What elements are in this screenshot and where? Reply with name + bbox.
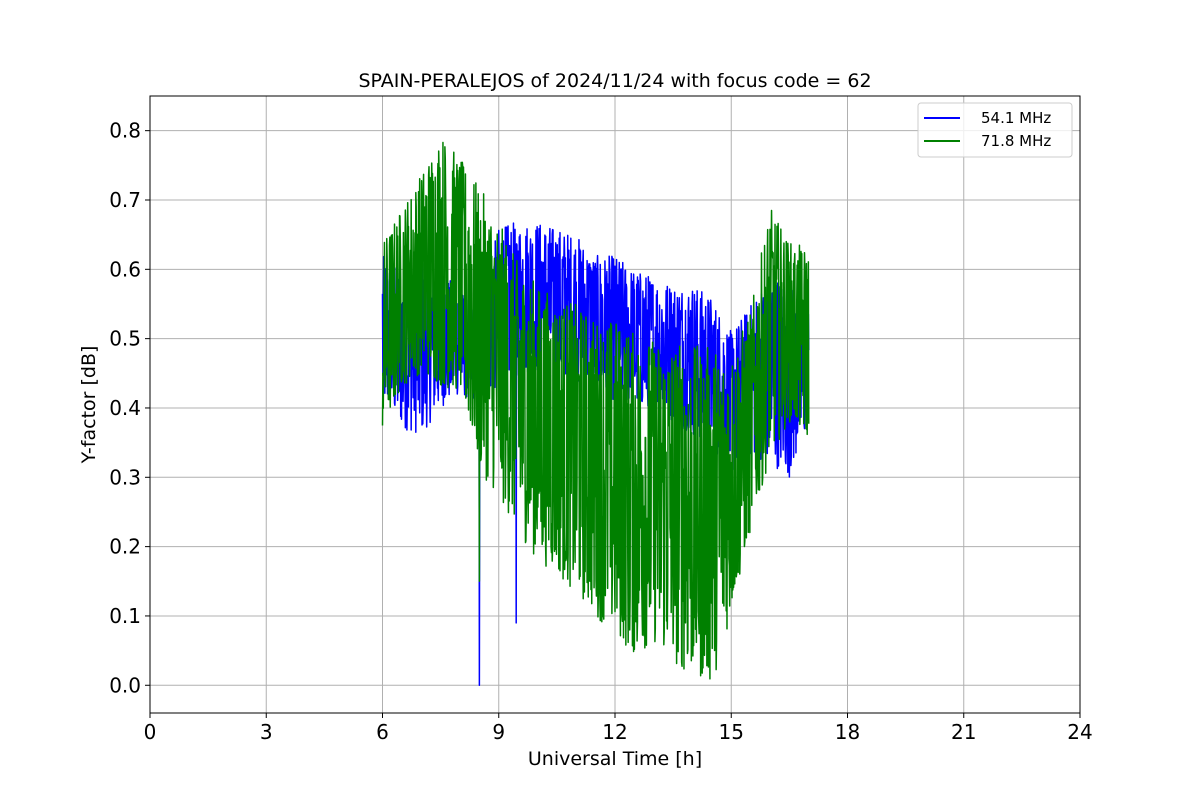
series-line-71-8-mhz — [381, 141, 810, 680]
legend-label-71-8-mhz: 71.8 MHz — [981, 132, 1051, 150]
plot-data — [381, 141, 810, 687]
y-tick-label: 0.2 — [109, 535, 141, 559]
x-tick-label: 21 — [951, 720, 976, 744]
y-tick-label: 0.4 — [109, 396, 141, 420]
legend: 54.1 MHz 71.8 MHz — [917, 102, 1073, 158]
y-tick-label: 0.7 — [109, 188, 141, 212]
y-tick-label: 0.6 — [109, 257, 141, 281]
x-tick-label: 24 — [1067, 720, 1092, 744]
y-tick-label: 0.8 — [109, 119, 141, 143]
chart-title: SPAIN-PERALEJOS of 2024/11/24 with focus… — [358, 70, 871, 92]
x-tick-label: 0 — [144, 720, 157, 744]
x-tick-label: 18 — [835, 720, 860, 744]
y-axis-label: Y-factor [dB] — [78, 346, 100, 465]
x-tick-label: 3 — [260, 720, 273, 744]
x-tick-label: 15 — [719, 720, 744, 744]
x-tick-label: 12 — [602, 720, 627, 744]
x-tick-label: 6 — [376, 720, 389, 744]
y-tick-label: 0.5 — [109, 327, 141, 351]
axis-ticks: 0 3 6 9 12 15 18 21 24 0.0 0.1 0.2 0.3 0.4 0.5 0.6 0.7 0.… — [109, 119, 1093, 744]
y-tick-label: 0.3 — [109, 465, 141, 489]
legend-box — [917, 102, 1073, 158]
y-tick-label: 0.1 — [109, 604, 141, 628]
x-tick-label: 9 — [492, 720, 505, 744]
x-axis-label: Universal Time [h] — [528, 748, 702, 770]
y-tick-label: 0.0 — [109, 673, 141, 697]
legend-label-54-1-mhz: 54.1 MHz — [981, 109, 1051, 127]
